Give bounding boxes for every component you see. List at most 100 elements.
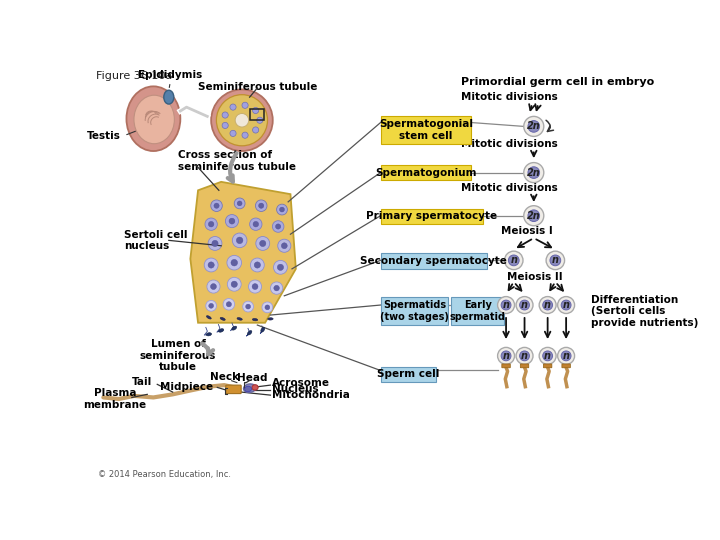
- Circle shape: [561, 300, 571, 310]
- Circle shape: [230, 104, 236, 110]
- Ellipse shape: [206, 333, 212, 336]
- Text: 2n: 2n: [527, 122, 541, 131]
- FancyBboxPatch shape: [544, 364, 552, 368]
- Circle shape: [205, 218, 217, 231]
- Ellipse shape: [232, 326, 237, 330]
- FancyBboxPatch shape: [381, 165, 472, 180]
- Text: Mitochondria: Mitochondria: [272, 390, 350, 400]
- Circle shape: [226, 302, 231, 307]
- Circle shape: [223, 299, 235, 310]
- Circle shape: [208, 237, 222, 251]
- Text: Meiosis I: Meiosis I: [501, 226, 553, 236]
- Text: Testis: Testis: [87, 131, 121, 140]
- Text: Plasma
membrane: Plasma membrane: [84, 388, 146, 410]
- Circle shape: [501, 300, 511, 310]
- Circle shape: [546, 251, 564, 269]
- Text: Mitotic divisions: Mitotic divisions: [461, 139, 557, 149]
- Circle shape: [236, 237, 243, 244]
- Bar: [250, 109, 264, 120]
- Text: © 2014 Pearson Education, Inc.: © 2014 Pearson Education, Inc.: [98, 470, 231, 479]
- Ellipse shape: [243, 384, 256, 393]
- Circle shape: [207, 280, 220, 293]
- FancyBboxPatch shape: [381, 253, 487, 269]
- Text: Spermatogonium: Spermatogonium: [375, 167, 477, 178]
- Circle shape: [277, 264, 284, 271]
- Circle shape: [252, 284, 258, 289]
- Circle shape: [508, 255, 519, 266]
- Text: n: n: [562, 351, 570, 361]
- Circle shape: [265, 305, 270, 310]
- FancyBboxPatch shape: [381, 117, 472, 144]
- Circle shape: [523, 163, 544, 183]
- Text: Figure 36.10a: Figure 36.10a: [96, 71, 173, 81]
- FancyBboxPatch shape: [521, 364, 528, 368]
- Text: Nucleus: Nucleus: [272, 384, 319, 394]
- Circle shape: [228, 278, 241, 291]
- Circle shape: [210, 284, 217, 289]
- Text: Early
spermatid: Early spermatid: [449, 300, 505, 322]
- Circle shape: [250, 218, 262, 231]
- Text: Tail: Tail: [132, 377, 152, 387]
- Text: 2n: 2n: [527, 211, 541, 221]
- Text: Neck: Neck: [210, 373, 240, 382]
- Circle shape: [257, 117, 263, 123]
- Circle shape: [230, 130, 236, 137]
- Ellipse shape: [127, 86, 180, 151]
- Circle shape: [501, 351, 511, 361]
- Circle shape: [208, 262, 215, 268]
- Text: Seminiferous tubule: Seminiferous tubule: [198, 82, 317, 92]
- Text: n: n: [544, 300, 551, 310]
- Ellipse shape: [219, 329, 224, 332]
- Text: n: n: [510, 255, 517, 265]
- Circle shape: [558, 296, 575, 314]
- Text: Differentiation
(Sertoli cells
provide nutrients): Differentiation (Sertoli cells provide n…: [590, 295, 698, 328]
- Circle shape: [561, 351, 571, 361]
- Circle shape: [528, 167, 539, 178]
- Ellipse shape: [207, 316, 211, 319]
- Text: 2n: 2n: [527, 167, 541, 178]
- Circle shape: [262, 302, 273, 313]
- Circle shape: [276, 204, 287, 215]
- Ellipse shape: [220, 318, 225, 320]
- Circle shape: [242, 102, 248, 109]
- Circle shape: [274, 285, 279, 291]
- Circle shape: [206, 300, 217, 311]
- Circle shape: [237, 201, 242, 206]
- Circle shape: [260, 240, 266, 247]
- Circle shape: [227, 255, 242, 270]
- Circle shape: [271, 282, 283, 294]
- Circle shape: [278, 239, 291, 252]
- Circle shape: [231, 281, 238, 287]
- Circle shape: [550, 255, 561, 266]
- Ellipse shape: [134, 95, 174, 144]
- Circle shape: [235, 113, 248, 127]
- Circle shape: [282, 243, 287, 249]
- Circle shape: [276, 224, 281, 229]
- Circle shape: [253, 107, 258, 113]
- Text: Lumen of
seminiferous
tubule: Lumen of seminiferous tubule: [140, 339, 216, 373]
- Text: Epididymis: Epididymis: [138, 70, 202, 80]
- Text: Midpiece: Midpiece: [160, 382, 212, 393]
- Circle shape: [212, 240, 218, 247]
- FancyBboxPatch shape: [502, 364, 510, 368]
- Circle shape: [528, 210, 539, 221]
- Circle shape: [211, 90, 273, 151]
- Circle shape: [214, 203, 219, 208]
- Circle shape: [558, 347, 575, 365]
- Circle shape: [209, 303, 214, 308]
- Circle shape: [231, 259, 238, 266]
- Circle shape: [498, 347, 515, 365]
- Ellipse shape: [245, 386, 251, 391]
- Text: n: n: [521, 351, 528, 361]
- Circle shape: [222, 123, 228, 129]
- Circle shape: [222, 112, 228, 118]
- Circle shape: [516, 296, 533, 314]
- Circle shape: [217, 94, 268, 146]
- Text: Head: Head: [237, 373, 267, 383]
- Circle shape: [246, 304, 251, 309]
- Circle shape: [225, 214, 238, 228]
- Ellipse shape: [252, 319, 258, 321]
- Circle shape: [543, 300, 552, 310]
- Circle shape: [520, 300, 529, 310]
- Circle shape: [258, 203, 264, 208]
